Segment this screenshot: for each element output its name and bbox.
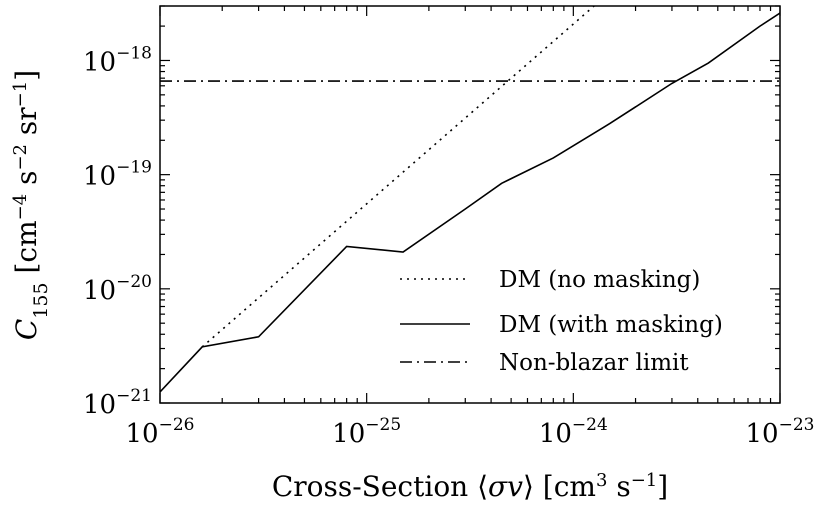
x-tick-label: 10−25 — [332, 415, 401, 449]
x-axis-label: Cross-Section ⟨σv⟩ [cm3 s−1] — [272, 470, 668, 504]
legend: DM (no masking) DM (with masking) Non-blaz… — [400, 267, 723, 376]
y-tick-label: 10−19 — [83, 158, 152, 192]
legend-label-1: DM (no masking) — [499, 267, 700, 293]
legend-label-3: Non-blazar limit — [499, 350, 689, 376]
y-tick-label: 10−18 — [83, 43, 152, 77]
y-tick-label: 10−20 — [83, 272, 152, 306]
tick-marks — [159, 5, 781, 404]
legend-label-2: DM (with masking) — [499, 312, 723, 338]
y-axis-label: C155 [cm−4 s−2 sr−1] — [10, 70, 53, 340]
x-tick-label: 10−26 — [126, 415, 195, 449]
x-tick-label: 10−23 — [746, 415, 815, 449]
plot-frame — [159, 5, 781, 404]
series-line-2 — [160, 12, 780, 393]
x-tick-label: 10−24 — [539, 415, 608, 449]
plot-lines — [160, 6, 780, 393]
y-tick-label: 10−21 — [83, 386, 152, 420]
series-line-1 — [201, 6, 595, 348]
tick-labels: 10−26 10−25 10−24 10−23 10−21 10−20 10−19 10−18 — [83, 43, 814, 449]
